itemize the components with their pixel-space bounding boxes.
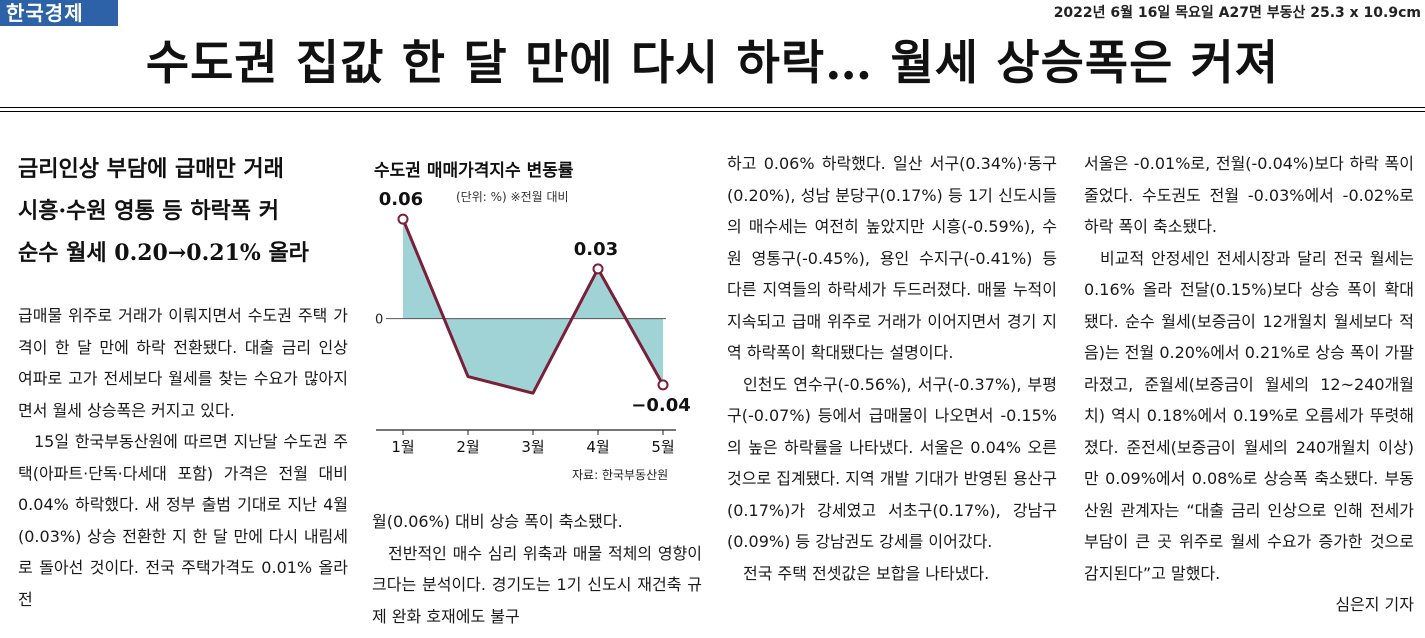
article-column-1: 급매물 위주로 거래가 이뤄지면서 수도권 주택 가격이 한 달 만에 하락 전… <box>18 300 348 615</box>
price-change-chart: 0 1월 0.06 2월 3월 4월 0.03 5월 −0.04 수도권 매매가격지수 변동률 … <box>366 148 708 500</box>
paragraph: 급매물 위주로 거래가 이뤄지면서 수도권 주택 가격이 한 달 만에 하락 전… <box>18 306 348 420</box>
chart-x-tick-label: 5월 <box>651 438 674 456</box>
paragraph: 전반적인 매수 심리 위축과 매물 적체의 영향이 크다는 분석이다. 경기도는… <box>372 543 702 626</box>
chart-x-tick-label: 3월 <box>521 438 544 456</box>
subheadline: 금리인상 부담에 급매만 거래 <box>18 156 284 182</box>
subheadline: 시흥·수원 영통 등 하락폭 커 <box>18 198 279 224</box>
chart-data-label: 0.03 <box>574 239 618 260</box>
paragraph-text: 비교적 안정세인 전세시장과 달리 전국 월세는 0.16% 올라 전달(0.1… <box>1084 248 1414 583</box>
headline-rule <box>0 107 1425 108</box>
chart-canvas: 0 1월 0.06 2월 3월 4월 0.03 5월 −0.04 <box>375 189 691 456</box>
paragraph: 인천도 연수구(-0.56%), 서구(-0.37%), 부평구(-0.07%)… <box>727 374 1058 552</box>
chart-unit-note: (단위: %) ※전월 대비 <box>456 190 569 204</box>
chart-x-tick-label: 1월 <box>391 438 414 456</box>
chart-title: 수도권 매매가격지수 변동률 <box>374 161 574 181</box>
chart-source: 자료: 한국부동산원 <box>572 468 669 482</box>
chart-data-label: 0.06 <box>379 189 423 210</box>
headline-rule-second <box>0 111 1425 112</box>
masthead: 한국경제 2022년 6월 16일 목요일 A27면 부동산 25.3 x 10… <box>0 0 1425 26</box>
byline: 심은지 기자 <box>1335 595 1414 614</box>
newspaper-logo: 한국경제 <box>0 0 118 26</box>
chart-area-fill <box>403 219 663 394</box>
chart-data-label: −0.04 <box>631 395 691 416</box>
headline: 수도권 집값 한 달 만에 다시 하락… 월세 상승폭은 커져 <box>145 36 1280 91</box>
chart-zero-label: 0 <box>375 313 383 328</box>
chart-data-point <box>397 213 409 225</box>
chart-x-tick-label: 4월 <box>586 438 609 456</box>
chart-x-tick-label: 2월 <box>456 438 479 456</box>
subheadline-block: 금리인상 부담에 급매만 거래 시흥·수원 영통 등 하락폭 커 순수 월세 0… <box>18 148 348 274</box>
paragraph: 15일 한국부동산원에 따르면 지난달 수도권 주택(아파트·단독·다세대 포함… <box>18 432 348 609</box>
chart-data-point <box>657 379 669 391</box>
publication-info: 2022년 6월 16일 목요일 A27면 부동산 25.3 x 10.9cm <box>1053 5 1421 21</box>
paragraph: 월(0.06%) 대비 상승 폭이 축소됐다. <box>372 512 623 531</box>
paragraph: 비교적 안정세인 전세시장과 달리 전국 월세는 0.16% 올라 전달(0.1… <box>1084 243 1414 621</box>
article-column-4: 서울은 -0.01%로, 전월(-0.04%)보다 하락 폭이 줄었다. 수도권… <box>1084 148 1414 621</box>
chart-series-line <box>401 218 665 395</box>
chart-data-point <box>592 263 604 275</box>
article-column-2: 월(0.06%) 대비 상승 폭이 축소됐다. 전반적인 매수 심리 위축과 매… <box>372 506 702 632</box>
paragraph: 서울은 -0.01%로, 전월(-0.04%)보다 하락 폭이 줄었다. 수도권… <box>1084 154 1414 236</box>
article-column-3: 하고 0.06% 하락했다. 일산 서구(0.34%)·동구(0.20%), 성… <box>727 148 1057 589</box>
subheadline: 순수 월세 0.20→0.21% 올라 <box>18 240 309 266</box>
paragraph: 하고 0.06% 하락했다. 일산 서구(0.34%)·동구(0.20%), 성… <box>727 154 1057 362</box>
paragraph: 전국 주택 전셋값은 보합을 나타냈다. <box>743 563 990 583</box>
